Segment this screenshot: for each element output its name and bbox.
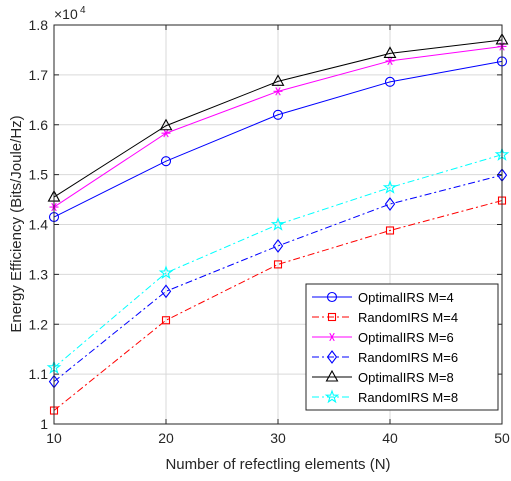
square-marker <box>385 226 395 235</box>
diamond-marker <box>384 197 396 211</box>
legend-entry: RandomIRS M=4 <box>312 310 458 325</box>
series-line <box>53 174 503 382</box>
y-tick-label: 1.4 <box>29 217 49 233</box>
series-line <box>53 200 503 411</box>
series <box>47 32 509 202</box>
square-marker <box>161 316 171 325</box>
legend: OptimalIRS M=4 RandomIRS M=4 OptimalIRS M=… <box>305 283 499 411</box>
legend-entry: OptimalIRS M=8 <box>312 369 454 385</box>
legend-label: OptimalIRS M=4 <box>358 290 454 305</box>
y-tick-label: 1.7 <box>29 67 49 83</box>
legend-entry: OptimalIRS M=6 <box>312 330 454 345</box>
x-axis-label: Number of refectling elements (N) <box>165 456 390 473</box>
triangle-marker <box>383 46 397 58</box>
diamond-marker <box>160 284 172 299</box>
legend-label: RandomIRS M=6 <box>358 350 458 365</box>
legend-label: OptimalIRS M=8 <box>358 370 454 385</box>
diamond-marker <box>326 350 338 364</box>
legend-entry: RandomIRS M=6 <box>312 350 458 365</box>
y-axis-label: Energy Efficiency (Bits/Joule/Hz) <box>8 115 25 332</box>
y-tick-label: 1 <box>40 416 48 432</box>
y-exponent-label: ×10 4 <box>54 5 86 22</box>
y-tick-label: 1.6 <box>29 117 49 133</box>
x-tick-label: 10 <box>46 430 62 446</box>
pentagram-marker <box>158 265 174 280</box>
circle-marker <box>384 76 396 87</box>
asterisk-marker <box>385 56 395 66</box>
y-tick-label: 1.2 <box>29 316 49 332</box>
asterisk-marker <box>273 87 283 96</box>
square-marker <box>327 312 337 322</box>
diamond-marker <box>272 239 284 253</box>
y-tick-label: 1.1 <box>29 366 49 382</box>
y-tick-label: 1.5 <box>29 167 49 183</box>
circle-marker <box>326 291 338 303</box>
series-group <box>46 32 510 415</box>
legend-box <box>305 283 499 411</box>
legend-label: OptimalIRS M=6 <box>358 330 454 345</box>
asterisk-marker <box>327 332 337 342</box>
circle-marker <box>160 156 172 167</box>
series <box>49 196 507 415</box>
triangle-marker <box>159 118 173 131</box>
series-line <box>53 60 503 218</box>
series-line <box>53 39 503 198</box>
legend-label: RandomIRS M=4 <box>358 310 458 325</box>
x-tick-label: 50 <box>494 430 510 446</box>
axis-ticks: 10 20 30 40 50 1 1.1 1.2 1.3 1.4 1.5 1.6 1.7 1.8 <box>29 17 510 446</box>
circle-marker <box>272 109 284 120</box>
y-exponent-text: 4 <box>80 5 86 16</box>
series-line <box>53 154 503 369</box>
pentagram-marker <box>382 179 398 194</box>
y-tick-label: 1.8 <box>29 17 49 33</box>
legend-entry: RandomIRS M=8 <box>312 389 458 405</box>
pentagram-marker <box>270 216 286 231</box>
triangle-marker <box>271 74 285 86</box>
y-tick-label: 1.3 <box>29 266 49 282</box>
pentagram-marker <box>324 389 340 404</box>
y-multiplier-text: ×10 <box>54 6 78 22</box>
square-marker <box>273 260 283 269</box>
x-tick-label: 20 <box>158 430 174 446</box>
legend-label: RandomIRS M=8 <box>358 390 458 405</box>
x-tick-label: 30 <box>270 430 286 446</box>
legend-entry: OptimalIRS M=4 <box>312 290 454 305</box>
asterisk-marker <box>161 129 171 138</box>
x-tick-label: 40 <box>382 430 398 446</box>
triangle-marker <box>325 369 339 382</box>
